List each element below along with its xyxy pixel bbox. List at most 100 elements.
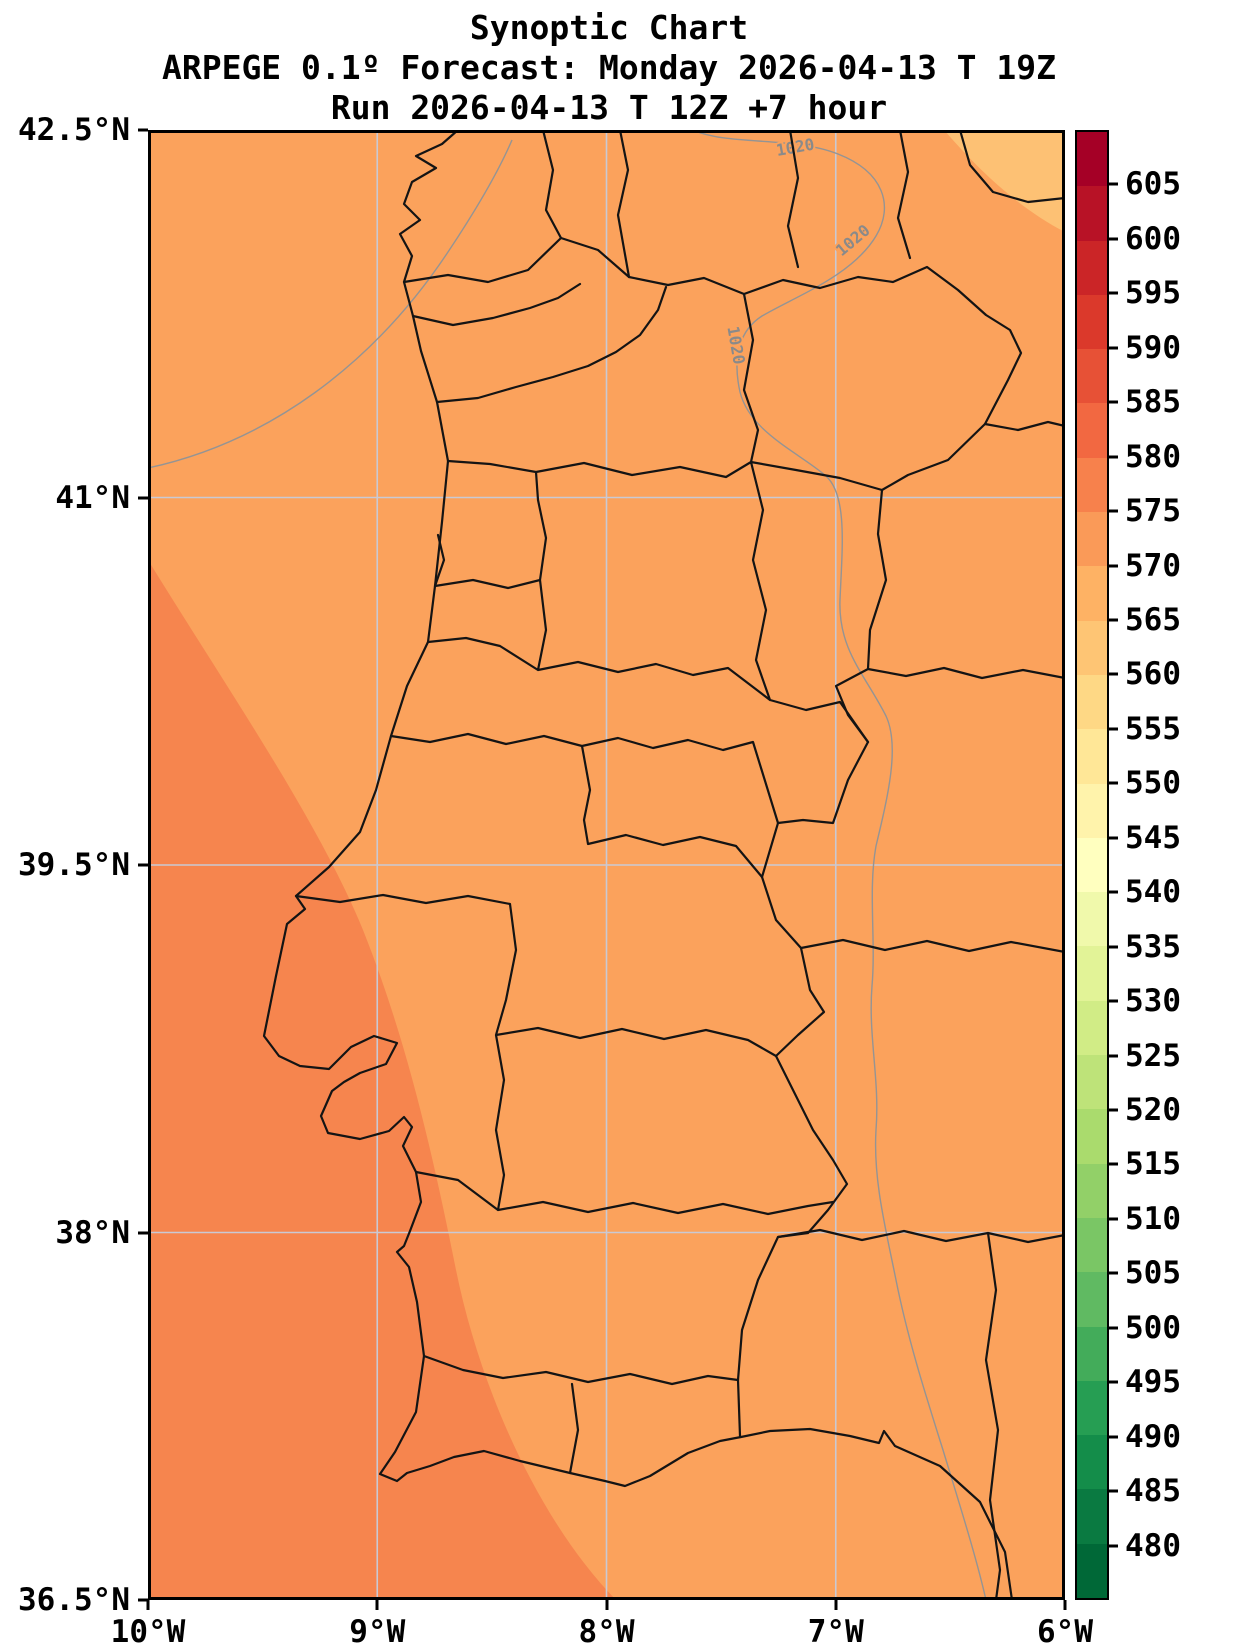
map-svg: 1020 1020 1020 (148, 130, 1065, 1600)
colorbar-tick-label: 535 (1125, 928, 1181, 965)
colorbar-tick (1109, 727, 1118, 731)
colorbar-segment (1077, 294, 1107, 350)
colorbar-tick (1109, 836, 1118, 840)
colorbar-tick (1109, 564, 1118, 568)
x-tick (834, 1600, 838, 1610)
colorbar-tick (1109, 346, 1118, 350)
colorbar-segment (1077, 837, 1107, 893)
colorbar-tick-label: 520 (1125, 1092, 1181, 1128)
colorbar-tick (1109, 455, 1118, 459)
colorbar-segment (1077, 240, 1107, 295)
colorbar-segment (1077, 1055, 1107, 1110)
colorbar-tick-label: 595 (1125, 275, 1181, 312)
colorbar-segment (1077, 1000, 1107, 1056)
colorbar-tick-label: 515 (1125, 1146, 1181, 1183)
colorbar-tick (1109, 1380, 1118, 1384)
colorbar-segment (1077, 403, 1107, 458)
colorbar-tick (1109, 1326, 1118, 1330)
colorbar-ticks: 605 600 595 590 585 580 575 570 565 560 555 550 545 5… (1109, 130, 1259, 1600)
y-tick (138, 1598, 148, 1602)
colorbar-tick-label: 525 (1125, 1037, 1181, 1074)
colorbar-tick-label: 605 (1125, 166, 1181, 203)
x-tick (146, 1600, 150, 1610)
chart-subtitle-run: Run 2026-04-13 T 12Z +7 hour (330, 88, 888, 127)
y-tick (138, 496, 148, 499)
colorbar-tick-label: 590 (1125, 329, 1181, 366)
y-tick (138, 863, 148, 867)
isobar-contours (148, 130, 987, 1600)
colorbar-tick-label: 480 (1125, 1527, 1181, 1564)
colorbar-tick (1109, 237, 1118, 241)
colorbar-tick (1109, 890, 1118, 894)
colorbar-segment (1077, 1435, 1107, 1490)
colorbar-tick-label: 490 (1125, 1418, 1181, 1455)
colorbar-tick-label: 545 (1125, 819, 1181, 856)
colorbar-tick-label: 485 (1125, 1473, 1181, 1510)
colorbar-tick-label: 550 (1125, 765, 1181, 802)
colorbar-segment (1077, 512, 1107, 567)
colorbar-segment (1077, 132, 1107, 187)
colorbar-tick-label: 580 (1125, 438, 1181, 475)
isobar-ocean-arc (148, 139, 513, 469)
y-tick-label: 41°N (55, 479, 130, 516)
colorbar-tick (1109, 1271, 1118, 1275)
x-tick-label: 10°W (110, 1614, 186, 1646)
colorbar-tick (1109, 291, 1118, 295)
title-block: Synoptic Chart ARPEGE 0.1º Forecast: Mon… (0, 8, 1218, 128)
colorbar-segment (1077, 1272, 1107, 1327)
colorbar-segment (1077, 566, 1107, 621)
colorbar-segment (1077, 1109, 1107, 1164)
y-axis: 42.5°N 41°N 39.5°N 38°N 36.5°N (0, 112, 148, 1618)
colorbar-tick (1109, 999, 1118, 1003)
colorbar-tick (1109, 1108, 1118, 1112)
colorbar-segment (1077, 186, 1107, 241)
coastline (262, 130, 1014, 1600)
colorbar-tick-label: 560 (1125, 656, 1181, 693)
map-plot-area: 1020 1020 1020 (148, 130, 1065, 1600)
chart-title: Synoptic Chart (469, 8, 749, 47)
colorbar-tick (1109, 509, 1118, 513)
colorbar-segment (1077, 783, 1107, 838)
y-tick-label: 42.5°N (18, 112, 130, 148)
colorbar-tick-label: 555 (1125, 710, 1181, 747)
colorbar-segment (1077, 1326, 1107, 1381)
fill-band-topright (944, 130, 1065, 232)
colorbar-segment (1077, 1380, 1107, 1436)
colorbar-tick-label: 565 (1125, 602, 1181, 638)
colorbar-tick (1109, 1054, 1118, 1058)
colorbar-tick (1109, 1489, 1118, 1493)
colorbar-tick (1109, 1544, 1118, 1548)
chart-subtitle-forecast: ARPEGE 0.1º Forecast: Monday 2026-04-13 … (161, 48, 1057, 87)
colorbar-segment (1077, 1543, 1107, 1599)
colorbar-segment (1077, 1163, 1107, 1218)
y-tick-label: 39.5°N (18, 847, 130, 883)
colorbar-tick-label: 575 (1125, 493, 1181, 530)
colorbar-tick-label: 500 (1125, 1309, 1181, 1346)
plot-frame (148, 130, 1065, 1600)
y-tick (138, 1231, 148, 1234)
colorbar-segment (1077, 946, 1107, 1001)
x-tick (1063, 1600, 1067, 1610)
colorbar-tick (1109, 400, 1118, 404)
x-tick-label: 9°W (349, 1614, 406, 1646)
colorbar-tick (1109, 1162, 1118, 1166)
colorbar-tick-label: 540 (1125, 874, 1181, 911)
colorbar-segment (1077, 1489, 1107, 1544)
colorbar-tick (1109, 618, 1118, 622)
colorbar-tick (1109, 1217, 1118, 1221)
x-tick (375, 1600, 379, 1610)
colorbar-tick-label: 570 (1125, 547, 1181, 584)
portugal-spain-border (402, 236, 1023, 1438)
colorbar-tick-label: 600 (1125, 220, 1181, 257)
colorbar-tick (1109, 672, 1118, 676)
colorbar-segment (1077, 1217, 1107, 1273)
colorbar-tick-label: 530 (1125, 983, 1181, 1020)
y-tick (138, 128, 148, 132)
x-tick-label: 7°W (807, 1614, 864, 1646)
colorbar-tick (1109, 1435, 1118, 1439)
isobar-1020-line (692, 130, 987, 1600)
colorbar-segment (1077, 729, 1107, 784)
colorbar-segment (1077, 349, 1107, 404)
colorbar-tick (1109, 945, 1118, 949)
